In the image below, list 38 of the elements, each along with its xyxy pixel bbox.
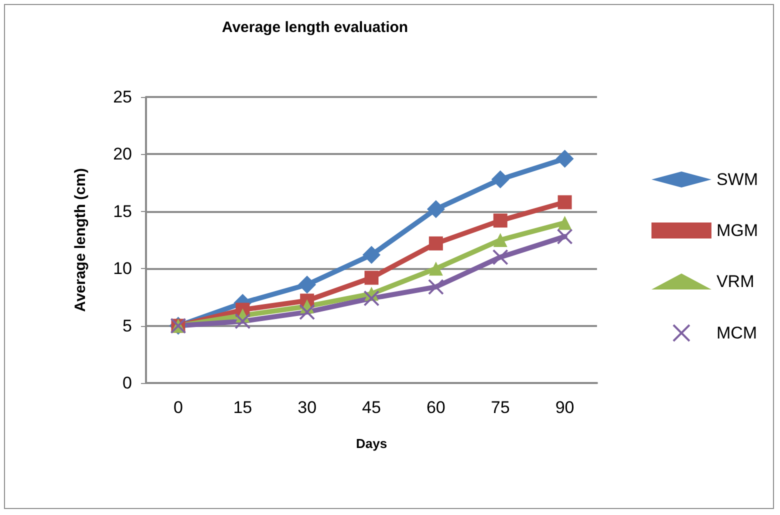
point: [428, 278, 444, 295]
point: [298, 276, 316, 294]
point: [492, 249, 508, 266]
y-tick-label: 25: [113, 88, 132, 106]
y-tick-label: 15: [113, 202, 132, 221]
point: [493, 214, 508, 228]
chart-title: Average length evaluation: [222, 19, 408, 36]
legend-label: MGM: [716, 221, 758, 240]
point: [364, 270, 378, 285]
x-tick-label: 45: [362, 398, 381, 417]
point: [491, 170, 510, 188]
point: [558, 195, 572, 210]
x-axis-title: Days: [356, 436, 388, 451]
y-tick-label: 5: [122, 316, 132, 336]
point: [364, 290, 380, 306]
point: [362, 246, 380, 264]
y-axis-title: Average length (cm): [72, 168, 89, 312]
x-tick-label: 90: [555, 398, 574, 417]
point: [426, 200, 445, 218]
point: [493, 233, 508, 247]
point: [558, 216, 572, 230]
point: [234, 313, 251, 330]
legend-label: VRM: [716, 272, 754, 291]
x-tick-label: 60: [426, 398, 446, 417]
x-tick-label: 30: [298, 398, 317, 417]
x-tick-label: 0: [173, 398, 183, 417]
point: [428, 236, 443, 250]
point: [556, 228, 573, 245]
legend-label: SWM: [716, 170, 758, 189]
y-tick-label: 10: [113, 259, 132, 278]
point: [299, 304, 316, 320]
point: [428, 262, 443, 276]
x-tick-label: 15: [233, 398, 252, 417]
x-tick-label: 75: [490, 398, 510, 417]
y-tick-label: 0: [122, 374, 132, 392]
legend-label: MCM: [716, 324, 758, 342]
y-tick-label: 20: [113, 144, 132, 164]
point: [556, 150, 574, 168]
